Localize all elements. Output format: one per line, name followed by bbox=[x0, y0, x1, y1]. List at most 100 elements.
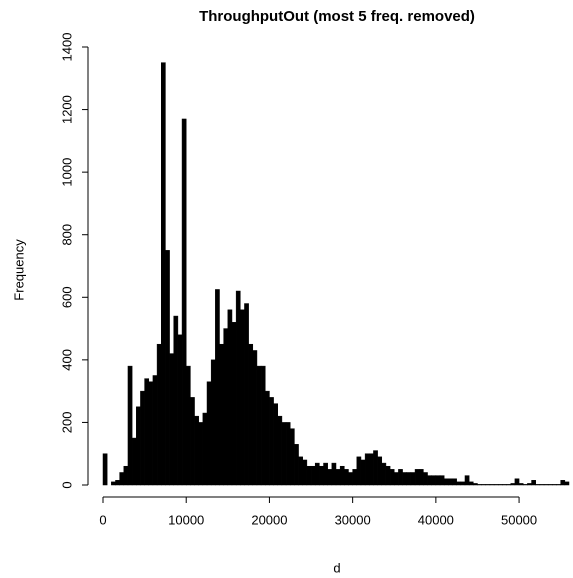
bar bbox=[215, 289, 220, 486]
bar bbox=[248, 343, 254, 486]
bar bbox=[543, 484, 549, 486]
bar bbox=[364, 453, 370, 486]
x-tick-label: 0 bbox=[99, 512, 106, 527]
bar bbox=[373, 450, 378, 486]
bar bbox=[240, 309, 245, 486]
bar bbox=[348, 472, 353, 486]
bar bbox=[173, 315, 179, 486]
bar bbox=[448, 478, 453, 486]
bar bbox=[339, 465, 345, 486]
bar bbox=[273, 403, 279, 486]
bar bbox=[327, 469, 333, 486]
bar bbox=[294, 444, 299, 486]
bar bbox=[464, 475, 470, 486]
bar bbox=[194, 415, 199, 486]
bar bbox=[439, 475, 445, 486]
bar bbox=[256, 365, 262, 486]
bar bbox=[556, 484, 561, 486]
y-tick-label: 600 bbox=[59, 286, 74, 308]
bar bbox=[298, 456, 303, 486]
bar bbox=[414, 469, 420, 486]
y-tick-label: 1000 bbox=[59, 158, 74, 187]
bar bbox=[389, 469, 395, 486]
bar bbox=[531, 480, 536, 486]
bar bbox=[252, 350, 258, 486]
x-tick-label: 10000 bbox=[168, 512, 204, 527]
bar bbox=[227, 309, 233, 486]
bar bbox=[369, 453, 374, 486]
bar bbox=[319, 465, 324, 486]
y-tick-label: 200 bbox=[59, 412, 74, 434]
x-tick-label: 30000 bbox=[335, 512, 371, 527]
bar bbox=[402, 472, 407, 486]
bar bbox=[560, 480, 566, 486]
bar bbox=[452, 478, 457, 486]
bar bbox=[481, 484, 487, 486]
bar bbox=[323, 462, 328, 486]
y-tick-label: 1400 bbox=[59, 33, 74, 62]
bar bbox=[219, 343, 224, 486]
x-tick-label: 50000 bbox=[501, 512, 537, 527]
bar bbox=[144, 378, 150, 486]
bar bbox=[522, 484, 528, 486]
bar bbox=[485, 484, 491, 486]
y-axis-label: Frequency bbox=[11, 239, 26, 301]
bar bbox=[410, 472, 416, 486]
y-tick-label: 0 bbox=[59, 481, 74, 488]
bar bbox=[344, 469, 349, 486]
bar bbox=[360, 459, 366, 486]
bar bbox=[468, 481, 474, 486]
bar bbox=[502, 484, 507, 486]
bar bbox=[202, 412, 208, 486]
bar bbox=[231, 322, 237, 486]
bar bbox=[152, 375, 158, 486]
bar bbox=[514, 478, 520, 486]
bar bbox=[518, 483, 524, 486]
bar bbox=[460, 481, 466, 486]
x-axis-label: d bbox=[333, 560, 340, 575]
bar bbox=[435, 475, 441, 486]
x-tick-label: 20000 bbox=[251, 512, 287, 527]
bar bbox=[198, 422, 204, 486]
bar bbox=[539, 484, 545, 486]
bar bbox=[493, 484, 499, 486]
bar bbox=[385, 465, 391, 486]
chart-title: ThroughputOut (most 5 freq. removed) bbox=[199, 8, 475, 25]
bar bbox=[489, 484, 495, 486]
bar bbox=[185, 365, 191, 486]
bar bbox=[547, 484, 553, 486]
bar bbox=[310, 465, 316, 486]
bar bbox=[244, 303, 249, 486]
bar bbox=[423, 472, 428, 486]
bar bbox=[210, 359, 216, 486]
bar bbox=[235, 290, 241, 486]
bar bbox=[190, 397, 195, 486]
y-tick-label: 1200 bbox=[59, 95, 74, 124]
bar bbox=[223, 328, 229, 486]
bar bbox=[131, 437, 137, 486]
bar bbox=[427, 475, 432, 486]
bar bbox=[431, 475, 437, 486]
bar bbox=[394, 472, 399, 486]
bar bbox=[102, 453, 108, 486]
bar bbox=[406, 472, 412, 486]
bar bbox=[398, 469, 403, 486]
bar bbox=[161, 62, 166, 486]
bar bbox=[527, 483, 532, 486]
bar bbox=[473, 483, 478, 486]
bar bbox=[510, 483, 516, 486]
bar bbox=[136, 406, 141, 486]
x-tick-label: 40000 bbox=[418, 512, 454, 527]
bar bbox=[302, 459, 308, 486]
bar bbox=[552, 484, 557, 486]
bar bbox=[506, 484, 512, 486]
y-tick-label: 800 bbox=[59, 224, 74, 246]
bar bbox=[477, 484, 482, 486]
bar bbox=[265, 390, 270, 486]
bar bbox=[456, 481, 462, 486]
bar bbox=[206, 381, 212, 486]
bar bbox=[418, 469, 424, 486]
bar bbox=[140, 390, 145, 486]
bar bbox=[269, 397, 274, 486]
bar bbox=[285, 422, 291, 486]
